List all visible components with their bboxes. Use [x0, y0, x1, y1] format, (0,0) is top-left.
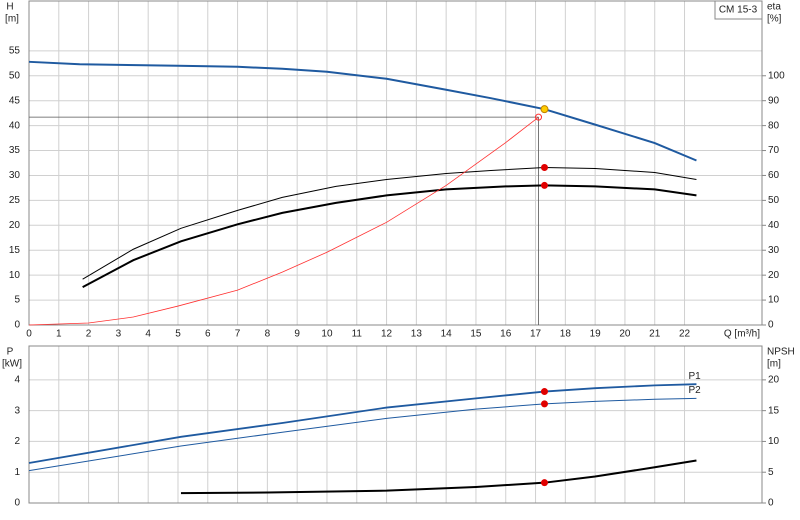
series-line — [28, 397, 697, 472]
y-tick-label: 5 — [14, 295, 20, 306]
y2-tick-label: 10 — [768, 295, 780, 306]
y-axis-label: P — [7, 347, 14, 358]
x-tick-label: 14 — [441, 329, 453, 340]
y-tick-label: 1 — [14, 467, 20, 478]
y-tick-label: 45 — [9, 95, 21, 106]
y-tick-label: 40 — [9, 120, 21, 131]
y-axis-label: H — [6, 2, 13, 13]
duty-point — [535, 113, 543, 121]
x-tick-label: 20 — [619, 329, 631, 340]
y2-tick-label: 10 — [768, 436, 780, 447]
series-line — [28, 383, 697, 464]
duty-marker — [540, 388, 548, 396]
plot-frame — [28, 0, 763, 326]
y2-tick-label: 90 — [768, 95, 780, 106]
y-tick-label: 4 — [14, 375, 20, 386]
duty-marker — [540, 105, 549, 114]
legend-box — [714, 0, 763, 20]
y-tick-label: 35 — [9, 145, 21, 156]
series-label: P2 — [688, 385, 701, 396]
y2-tick-label: 60 — [768, 170, 780, 181]
y-tick-label: 0 — [14, 320, 20, 331]
series-line — [28, 116, 539, 326]
y-tick-label: 0 — [14, 498, 20, 509]
y2-axis-unit: [%] — [767, 14, 782, 25]
x-tick-label: 0 — [26, 329, 32, 340]
y2-axis-label: NPSH — [767, 347, 795, 358]
duty-marker — [540, 163, 548, 171]
x-tick-label: 11 — [352, 329, 363, 340]
series-line — [180, 459, 697, 495]
y2-tick-label: 20 — [768, 270, 780, 281]
y-tick-label: 25 — [9, 195, 21, 206]
y2-tick-label: 40 — [768, 220, 780, 231]
y-axis-unit: [kW] — [2, 359, 22, 370]
y2-tick-label: 20 — [768, 375, 780, 386]
x-tick-label: 21 — [649, 329, 661, 340]
y2-tick-label: 30 — [768, 245, 780, 256]
x-tick-label: 16 — [500, 329, 512, 340]
y-tick-label: 2 — [14, 436, 20, 447]
y2-tick-label: 0 — [768, 320, 774, 331]
x-tick-label: 13 — [411, 329, 423, 340]
y2-tick-label: 0 — [768, 498, 774, 509]
y-tick-label: 15 — [9, 245, 21, 256]
y2-tick-label: 70 — [768, 145, 780, 156]
series-line — [82, 166, 697, 280]
y-tick-label: 10 — [9, 270, 21, 281]
x-tick-label: 3 — [116, 329, 122, 340]
x-tick-label: 22 — [679, 329, 691, 340]
y2-axis-unit: [m] — [767, 359, 781, 370]
y-axis-unit: [m] — [5, 14, 19, 25]
y2-tick-label: 50 — [768, 195, 780, 206]
series-line — [28, 60, 697, 162]
x-tick-label: 17 — [530, 329, 542, 340]
y-tick-label: 30 — [9, 170, 21, 181]
x-tick-label: 19 — [590, 329, 602, 340]
x-tick-label: 1 — [56, 329, 62, 340]
chart-title: CM 15-3 — [719, 5, 758, 16]
x-tick-label: 2 — [86, 329, 92, 340]
y2-axis-label: eta — [767, 2, 781, 13]
y-tick-label: 50 — [9, 70, 21, 81]
y2-tick-label: 100 — [768, 70, 785, 81]
y-tick-label: 3 — [14, 405, 20, 416]
x-tick-label: 8 — [265, 329, 271, 340]
duty-marker — [540, 479, 548, 487]
series-label: P1 — [688, 371, 701, 382]
y2-tick-label: 15 — [768, 405, 780, 416]
y-tick-label: 20 — [9, 220, 21, 231]
plot-area — [29, 1, 762, 325]
series-line — [82, 184, 697, 289]
duty-marker — [540, 181, 548, 189]
y2-tick-label: 5 — [768, 467, 774, 478]
x-tick-label: 10 — [321, 329, 333, 340]
y-tick-label: 55 — [9, 45, 21, 56]
x-tick-label: 6 — [205, 329, 211, 340]
x-axis-label: Q [m³/h] — [724, 329, 760, 340]
duty-marker — [540, 400, 548, 408]
y2-tick-label: 80 — [768, 120, 780, 131]
x-tick-label: 9 — [294, 329, 300, 340]
x-tick-label: 18 — [560, 329, 572, 340]
plot-area — [29, 346, 762, 503]
x-tick-label: 15 — [470, 329, 482, 340]
x-tick-label: 12 — [381, 329, 393, 340]
x-tick-label: 7 — [235, 329, 241, 340]
x-tick-label: 4 — [145, 329, 151, 340]
x-tick-label: 5 — [175, 329, 181, 340]
plot-frame — [28, 345, 763, 504]
